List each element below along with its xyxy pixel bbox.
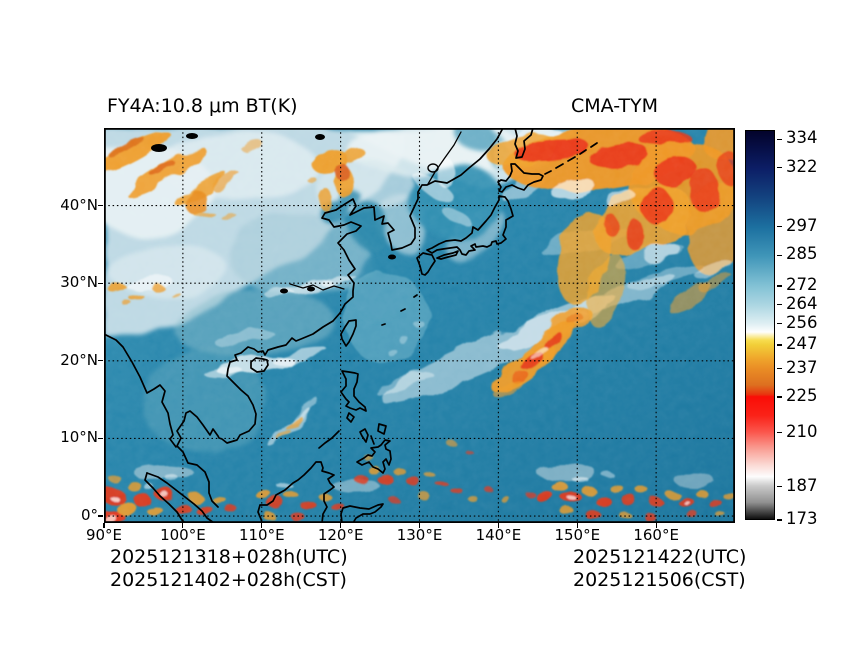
colorbar-tick-label: 264	[786, 293, 818, 313]
valid-time-cst: 2025121506(CST)	[573, 569, 746, 591]
colorbar-tick-label: 256	[786, 312, 818, 332]
colorbar-tick-label: 187	[786, 475, 818, 495]
colorbar-tick-mark	[777, 167, 782, 169]
colorbar-tick-label: 272	[786, 275, 818, 294]
x-tick-mark	[261, 523, 263, 528]
island-taiwan	[340, 319, 357, 347]
y-tick-mark	[98, 205, 103, 207]
colorbar-tick-mark	[777, 431, 782, 434]
island-mindoro	[346, 412, 355, 423]
colorbar-tick-label: 225	[786, 386, 818, 406]
island-borneo	[257, 461, 335, 524]
colorbar-tick-label: 210	[786, 421, 818, 441]
y-tick-mark	[98, 437, 103, 439]
colorbar-tick-label: 334	[786, 128, 818, 148]
x-tick-label: 160°E	[633, 526, 679, 544]
island-mindanao	[356, 439, 392, 474]
x-tick-mark	[497, 523, 499, 528]
x-tick-label: 150°E	[554, 526, 601, 544]
x-tick-label: 100°E	[160, 526, 206, 544]
ryukyu-islands	[381, 294, 418, 326]
island-palawan	[318, 430, 340, 449]
colorbar-tick-mark	[777, 519, 782, 521]
island-honshu	[426, 195, 514, 256]
island-shikoku	[436, 250, 459, 260]
y-tick-mark	[98, 515, 103, 517]
river-yangtze	[289, 283, 345, 291]
y-tick-label: 10°N	[60, 428, 98, 447]
x-tick-mark	[103, 523, 105, 528]
island-luzon	[340, 370, 367, 412]
colorbar-tick-label: 237	[786, 357, 818, 377]
colorbar-tick-label: 173	[786, 509, 818, 528]
island-cebu	[370, 435, 375, 445]
colorbar	[745, 130, 775, 520]
colorbar-tick-mark	[777, 323, 782, 325]
colorbar-tick-label: 297	[786, 215, 818, 235]
colorbar-tick-label: 247	[786, 334, 818, 354]
island-kyushu	[416, 252, 436, 276]
x-tick-label: 110°E	[238, 526, 285, 544]
island-sulawesi	[340, 503, 384, 524]
x-tick-label: 120°E	[317, 526, 364, 544]
colorbar-tick-mark	[777, 138, 782, 141]
map-plot-area	[74, 122, 761, 526]
coastline-mainland-asia	[176, 127, 504, 508]
y-tick-mark	[98, 360, 103, 362]
colorbar-tick-label: 285	[786, 244, 818, 264]
x-tick-mark	[340, 523, 342, 528]
y-tick-label: 40°N	[60, 195, 98, 214]
colorbar-tick-mark	[777, 396, 782, 398]
init-time-utc: 2025121318+028h(UTC)	[110, 546, 348, 568]
colorbar-tick-mark	[777, 304, 782, 306]
lakes	[151, 133, 396, 294]
colorbar-tick-mark	[777, 226, 782, 228]
coastline-myanmar	[103, 333, 177, 448]
x-tick-mark	[655, 523, 657, 528]
y-tick-mark	[98, 282, 103, 284]
x-tick-mark	[182, 523, 184, 528]
map-frame	[103, 127, 736, 524]
river-amur	[427, 131, 462, 185]
lake-khanka	[427, 163, 439, 173]
x-tick-label: 140°E	[475, 526, 522, 544]
x-tick-mark	[576, 523, 578, 528]
x-tick-mark	[418, 523, 421, 528]
island-samar	[377, 423, 387, 435]
island-hainan	[250, 357, 269, 373]
colorbar-tick-mark	[777, 368, 782, 370]
colorbar-tick-mark	[777, 486, 782, 488]
y-tick-label: 30°N	[60, 273, 98, 292]
valid-time-utc: 2025121422(UTC)	[573, 546, 747, 568]
x-tick-label: 90°E	[85, 526, 123, 544]
island-sakhalin	[514, 127, 534, 159]
init-time-cst: 2025121402+028h(CST)	[110, 569, 347, 591]
island-panay-negros	[359, 428, 369, 443]
model-label: CMA-TYM	[571, 95, 658, 117]
colorbar-tick-label: 322	[786, 156, 818, 176]
map-title: FY4A:10.8 μm BT(K)	[107, 95, 298, 117]
satellite-bt-map	[74, 122, 761, 526]
colorbar-tick-mark	[777, 344, 782, 346]
colorbar-tick-mark	[777, 254, 782, 256]
y-tick-label: 0°	[80, 506, 98, 525]
colorbar-tick-mark	[777, 285, 782, 287]
island-hokkaido	[497, 163, 544, 193]
coastlines	[103, 127, 598, 524]
graticule	[104, 128, 735, 523]
x-tick-label: 130°E	[396, 526, 443, 544]
y-tick-label: 20°N	[60, 350, 98, 369]
island-sumatra-east	[146, 472, 215, 524]
kuril-islands	[544, 142, 598, 175]
island-sumatra-west	[144, 472, 186, 524]
